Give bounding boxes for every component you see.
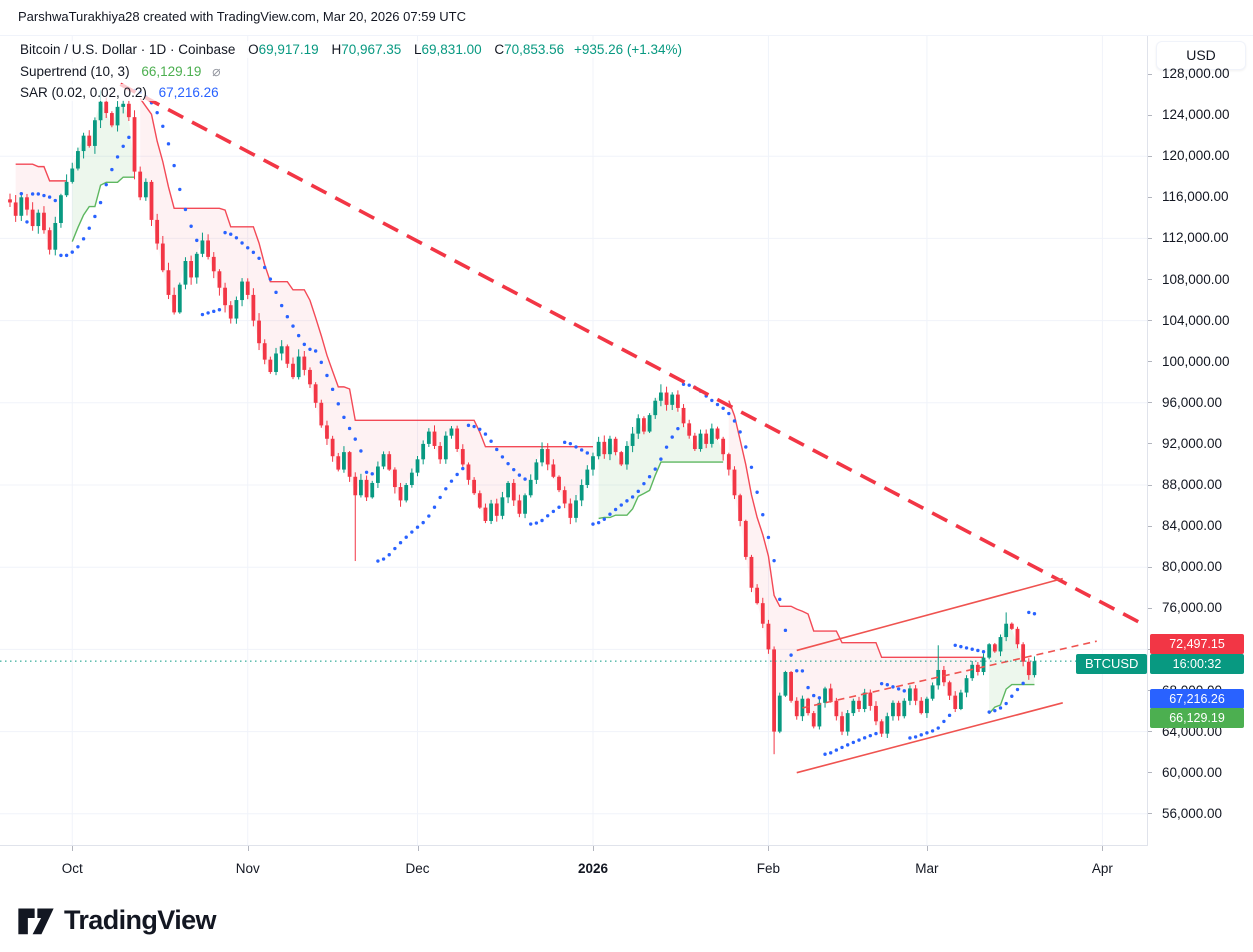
supertrend-fill — [15, 164, 67, 250]
supertrend-name[interactable]: Supertrend (10, 3) — [20, 64, 130, 79]
time-tick-mark — [768, 846, 770, 851]
price-tick-label: 128,000.00 — [1162, 66, 1230, 81]
currency-toggle-button[interactable]: USD — [1156, 41, 1246, 70]
price-tick-mark — [1148, 155, 1152, 157]
symbol-legend-row[interactable]: Bitcoin / U.S. Dollar · 1D · Coinbase O6… — [20, 41, 688, 59]
price-tick-label: 124,000.00 — [1162, 107, 1230, 123]
price-tick-mark — [1148, 813, 1152, 815]
price-tick-mark — [1148, 566, 1152, 568]
sar-name[interactable]: SAR (0.02, 0.02, 0.2) — [20, 85, 147, 100]
close-label: C — [494, 42, 505, 57]
price-tick-mark — [1148, 731, 1152, 733]
price-tick-mark — [1148, 196, 1152, 198]
price-tick-label: 56,000.00 — [1162, 805, 1223, 821]
symbol-price-tag: BTCUSD — [1076, 653, 1148, 674]
supertrend-line — [598, 461, 724, 520]
time-axis-label-dec: Dec — [405, 861, 430, 876]
price-tick-label: 100,000.00 — [1162, 353, 1230, 369]
countdown-label: 16:00:32 — [1150, 653, 1244, 674]
price-chart-canvas[interactable] — [0, 36, 1148, 846]
trendline-wedge-upper[interactable] — [796, 577, 1063, 652]
supertrend-fill — [598, 392, 724, 519]
price-tick-mark — [1148, 772, 1152, 774]
time-tick-mark — [926, 846, 928, 851]
open-value: 69,917.19 — [258, 42, 319, 57]
price-tick-label: 108,000.00 — [1162, 271, 1230, 287]
supertrend-value: 66,129.19 — [141, 64, 202, 79]
supertrend-fill — [140, 98, 593, 521]
time-tick-mark — [1102, 846, 1104, 851]
price-tick-mark — [1148, 525, 1152, 527]
price-tick-label: 96,000.00 — [1162, 394, 1223, 410]
footer-bar: TradingView — [0, 895, 1253, 952]
price-tick-label: 104,000.00 — [1162, 312, 1230, 328]
supertrend-legend-row[interactable]: Supertrend (10, 3) 66,129.19 ⌀ — [20, 62, 687, 81]
price-axis[interactable]: USD 128,000.00 124,000.00 120,000.00 116,00… — [1147, 36, 1253, 846]
symbol-title[interactable]: Bitcoin / U.S. Dollar · 1D · Coinbase — [20, 42, 236, 57]
time-axis-label-oct: Oct — [61, 861, 83, 876]
price-tick-mark — [1148, 402, 1152, 404]
trendline-price-label: 72,497.15 — [1150, 634, 1244, 655]
time-axis-label-feb: Feb — [756, 861, 781, 876]
low-value: 69,831.00 — [421, 42, 482, 57]
price-tick-mark — [1148, 320, 1152, 322]
sar-dots — [19, 88, 1037, 756]
time-axis-label-nov: Nov — [235, 861, 260, 876]
chart-area[interactable]: Bitcoin / U.S. Dollar · 1D · Coinbase O6… — [0, 35, 1253, 846]
trendline-main-resistance[interactable] — [119, 82, 1143, 626]
price-tick-label: 92,000.00 — [1162, 435, 1223, 451]
price-tick-label: 116,000.00 — [1162, 189, 1229, 205]
candles — [8, 90, 1037, 755]
high-value: 70,967.35 — [341, 42, 402, 57]
supertrend-line — [988, 683, 1035, 715]
price-tick-mark — [1148, 607, 1152, 609]
open-label: O — [248, 42, 259, 57]
time-tick-mark — [592, 846, 594, 851]
supertrend-price-label: 66,129.19 — [1150, 708, 1244, 729]
close-value: 70,853.56 — [504, 42, 565, 57]
change-value: +935.26 (+1.34%) — [573, 42, 683, 57]
time-axis[interactable]: Oct Nov Dec 2026 Feb Mar Apr — [0, 845, 1253, 896]
price-tick-mark — [1148, 279, 1152, 280]
indicator-hidden-icon[interactable]: ⌀ — [212, 63, 221, 79]
price-tick-mark — [1148, 484, 1152, 486]
price-tick-label: 80,000.00 — [1162, 559, 1223, 575]
supertrend-line — [728, 400, 984, 659]
price-tick-label: 76,000.00 — [1162, 600, 1223, 616]
time-axis-label-apr: Apr — [1091, 861, 1113, 876]
supertrend-fill — [72, 101, 135, 242]
supertrend-fill — [728, 400, 984, 734]
supertrend-line — [15, 163, 67, 182]
supertrend-line — [71, 176, 135, 242]
sar-value: 67,216.26 — [158, 85, 219, 100]
price-tick-label: 88,000.00 — [1162, 477, 1223, 492]
low-label: L — [414, 42, 422, 57]
time-tick-mark — [417, 846, 419, 851]
price-tick-label: 112,000.00 — [1162, 230, 1229, 246]
trendline-wedge-lower[interactable] — [796, 702, 1063, 774]
tradingview-logo-link[interactable]: TradingView — [17, 903, 217, 937]
price-tick-mark — [1148, 443, 1152, 445]
time-tick-mark — [72, 846, 74, 851]
attribution-bar: ParshwaTurakhiya28 created with TradingV… — [0, 0, 1253, 35]
time-tick-mark — [247, 846, 249, 851]
chart-legend: Bitcoin / U.S. Dollar · 1D · Coinbase O6… — [20, 41, 688, 105]
price-tick-mark — [1148, 237, 1152, 239]
price-tick-mark — [1148, 361, 1152, 363]
supertrend-line — [139, 98, 593, 448]
tradingview-logo-icon — [18, 908, 54, 935]
attribution-text: ParshwaTurakhiya28 created with TradingV… — [18, 9, 467, 24]
sar-legend-row[interactable]: SAR (0.02, 0.02, 0.2) 67,216.26 — [20, 84, 687, 102]
time-axis-label-2026: 2026 — [577, 861, 608, 876]
trendline-rising-dashed[interactable] — [802, 640, 1097, 709]
sar-price-label: 67,216.26 — [1150, 688, 1244, 709]
price-tick-mark — [1148, 73, 1152, 75]
price-tick-label: 84,000.00 — [1162, 518, 1223, 534]
price-tick-mark — [1148, 114, 1152, 116]
tradingview-brand-text: TradingView — [64, 904, 217, 935]
time-axis-label-mar: Mar — [915, 861, 939, 876]
high-label: H — [331, 42, 342, 57]
price-tick-label: 120,000.00 — [1162, 148, 1230, 164]
price-tick-label: 60,000.00 — [1162, 764, 1223, 780]
